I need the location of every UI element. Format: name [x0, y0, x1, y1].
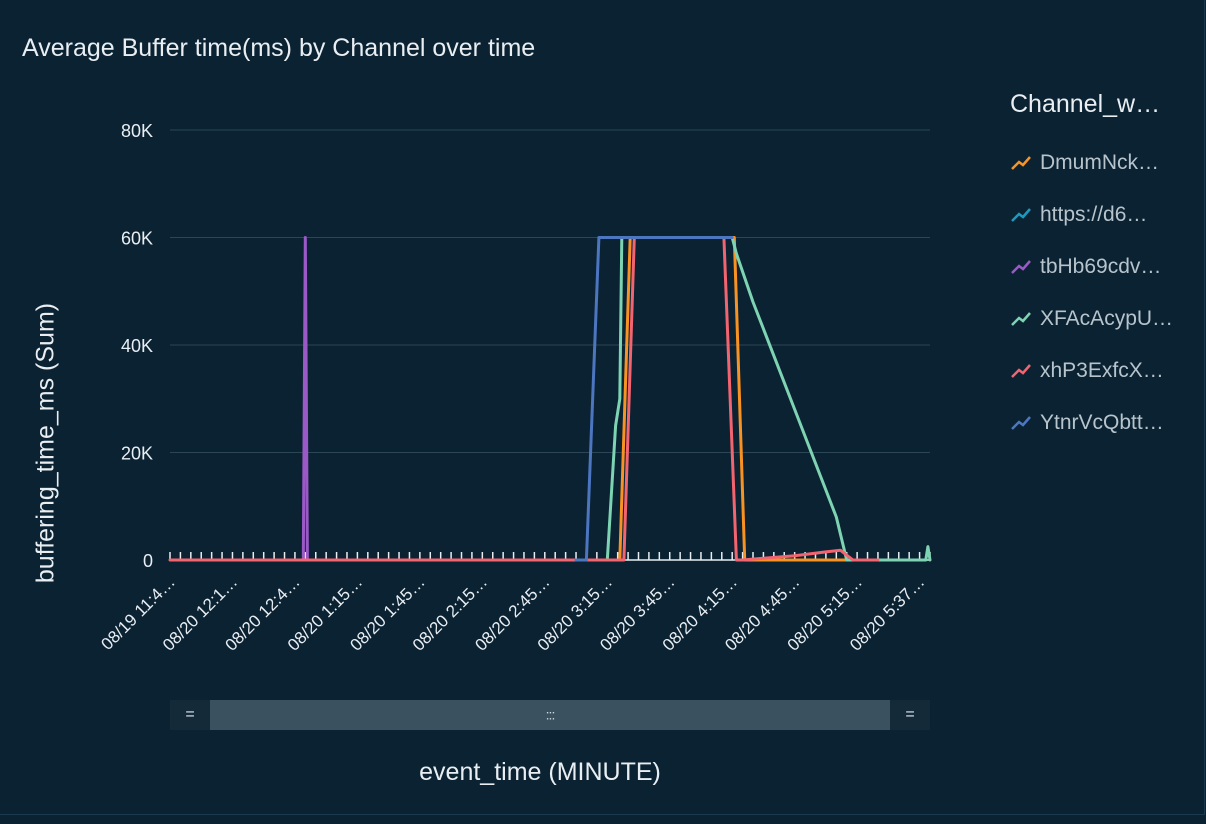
- legend-item[interactable]: YtnrVcQbtt…: [1010, 405, 1200, 441]
- legend-label: https://d6…: [1040, 203, 1148, 226]
- grip-icon: :::: [545, 706, 556, 723]
- legend-swatch-line: [1011, 260, 1031, 274]
- legend-item[interactable]: tbHb69cdv…: [1010, 249, 1200, 285]
- series-line-3[interactable]: [595, 236, 932, 562]
- y-tick-label: 0: [143, 551, 153, 571]
- y-tick-label: 60K: [121, 229, 153, 249]
- legend-item[interactable]: DmumNck…: [1010, 145, 1200, 181]
- series-line-4[interactable]: [168, 236, 880, 562]
- scrollbar-left-handle[interactable]: =: [185, 706, 195, 723]
- line-swatch-icon: [1011, 208, 1031, 222]
- legend-title: Channel_w…: [1010, 90, 1161, 118]
- legend-label: tbHb69cdv…: [1040, 255, 1162, 278]
- legend-label: YtnrVcQbtt…: [1040, 411, 1164, 434]
- legend-label: XFAcAcypU…: [1040, 307, 1174, 330]
- line-swatch-icon: [1011, 364, 1031, 378]
- series-line-2[interactable]: [220, 236, 364, 562]
- line-swatch-icon: [1011, 312, 1031, 326]
- y-tick-label: 20K: [121, 444, 153, 464]
- legend-swatch-line: [1011, 312, 1031, 326]
- line-swatch-icon: [1011, 416, 1031, 430]
- legend-item[interactable]: https://d6…: [1010, 197, 1200, 233]
- legend-item[interactable]: xhP3ExfcX…: [1010, 353, 1200, 389]
- y-tick-label: 40K: [121, 336, 153, 356]
- legend-swatch-line: [1011, 156, 1031, 170]
- scrollbar-right-handle[interactable]: =: [905, 706, 915, 723]
- legend-label: DmumNck…: [1040, 151, 1159, 174]
- legend-item[interactable]: XFAcAcypU…: [1010, 301, 1200, 337]
- line-swatch-icon: [1011, 260, 1031, 274]
- legend-swatch-line: [1011, 416, 1031, 430]
- scrollbar-thumb[interactable]: :::: [210, 700, 890, 730]
- x-range-scrollbar[interactable]: = ::: =: [170, 700, 930, 730]
- legend-label: xhP3ExfcX…: [1040, 359, 1164, 382]
- line-swatch-icon: [1011, 156, 1031, 170]
- legend-swatch-line: [1011, 208, 1031, 222]
- chart-title: Average Buffer time(ms) by Channel over …: [22, 34, 536, 62]
- x-axis-title: event_time (MINUTE): [419, 758, 661, 786]
- series-line-5[interactable]: [574, 236, 734, 562]
- legend-items: DmumNck… https://d6… tbHb69cdv… XFAcAcypU… x…: [1010, 145, 1200, 441]
- y-axis-title: buffering_time_ms (Sum): [31, 302, 60, 584]
- legend-swatch-line: [1011, 364, 1031, 378]
- legend: Channel_w… DmumNck… https://d6… tbHb69cdv……: [1010, 90, 1200, 457]
- y-tick-label: 80K: [121, 121, 153, 141]
